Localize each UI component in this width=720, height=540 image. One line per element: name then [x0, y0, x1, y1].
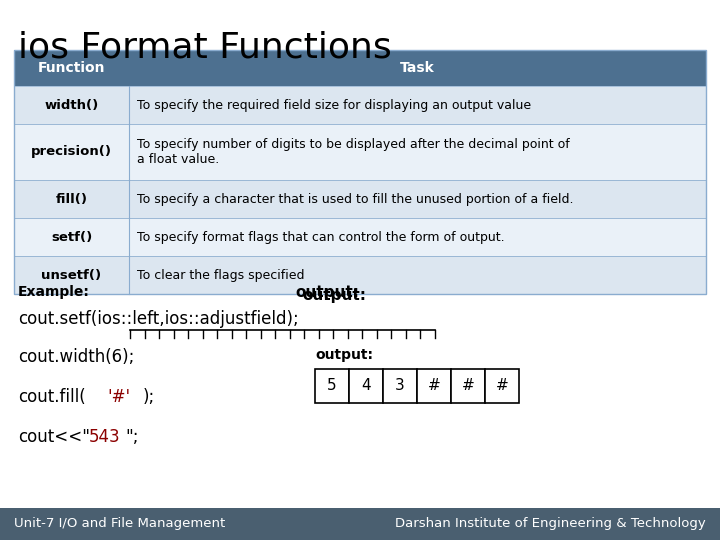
Text: ios Format Functions: ios Format Functions: [18, 30, 392, 64]
FancyBboxPatch shape: [315, 369, 349, 403]
Text: cout<<": cout<<": [18, 428, 90, 446]
FancyBboxPatch shape: [349, 369, 383, 403]
Text: ";: ";: [125, 428, 138, 446]
FancyBboxPatch shape: [14, 180, 706, 218]
Text: output:: output:: [302, 288, 366, 303]
Text: #: #: [462, 379, 474, 394]
FancyBboxPatch shape: [14, 124, 706, 180]
FancyBboxPatch shape: [14, 218, 706, 256]
Text: Function: Function: [37, 61, 105, 75]
FancyBboxPatch shape: [485, 369, 519, 403]
Text: output:: output:: [315, 348, 373, 362]
FancyBboxPatch shape: [451, 369, 485, 403]
Text: setf(): setf(): [51, 231, 92, 244]
Text: Task: Task: [400, 61, 435, 75]
Text: #: #: [495, 379, 508, 394]
Text: To specify the required field size for displaying an output value: To specify the required field size for d…: [137, 98, 531, 111]
Text: Example:: Example:: [18, 285, 90, 299]
Text: );: );: [143, 388, 156, 406]
Text: fill(): fill(): [55, 192, 88, 206]
Text: cout.fill(: cout.fill(: [18, 388, 86, 406]
FancyBboxPatch shape: [14, 50, 706, 86]
FancyBboxPatch shape: [14, 86, 706, 124]
Text: width(): width(): [45, 98, 99, 111]
FancyBboxPatch shape: [0, 508, 720, 540]
FancyBboxPatch shape: [383, 369, 417, 403]
Text: To specify format flags that can control the form of output.: To specify format flags that can control…: [137, 231, 505, 244]
Text: To specify a character that is used to fill the unused portion of a field.: To specify a character that is used to f…: [137, 192, 574, 206]
Text: To clear the flags specified: To clear the flags specified: [137, 268, 305, 281]
Text: To specify number of digits to be displayed after the decimal point of
a float v: To specify number of digits to be displa…: [137, 138, 570, 166]
Text: cout.width(6);: cout.width(6);: [18, 348, 135, 366]
Text: 4: 4: [361, 379, 371, 394]
FancyBboxPatch shape: [14, 256, 706, 294]
Text: 543: 543: [89, 428, 121, 446]
Text: unsetf(): unsetf(): [42, 268, 102, 281]
Text: Darshan Institute of Engineering & Technology: Darshan Institute of Engineering & Techn…: [395, 517, 706, 530]
Text: #: #: [428, 379, 441, 394]
Text: cout.setf(ios::left,ios::adjustfield);: cout.setf(ios::left,ios::adjustfield);: [18, 310, 299, 328]
Text: output:: output:: [295, 285, 359, 300]
Text: Unit-7 I/O and File Management: Unit-7 I/O and File Management: [14, 517, 225, 530]
Text: 3: 3: [395, 379, 405, 394]
Text: precision(): precision(): [31, 145, 112, 159]
FancyBboxPatch shape: [417, 369, 451, 403]
Text: '#': '#': [107, 388, 130, 406]
Text: 5: 5: [327, 379, 337, 394]
